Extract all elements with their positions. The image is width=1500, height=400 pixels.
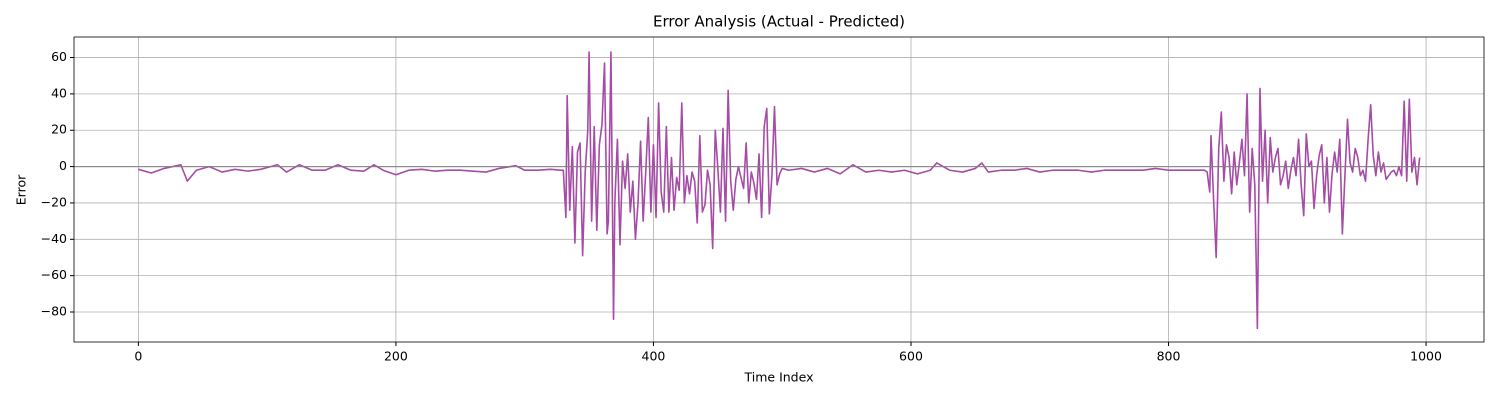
x-tick-label: 0 <box>134 349 142 364</box>
x-axis-label: Time Index <box>744 370 814 385</box>
error-line <box>138 51 1421 330</box>
y-tick-label: 0 <box>59 158 67 173</box>
y-tick-label: −80 <box>41 304 67 319</box>
x-tick-label: 200 <box>384 349 408 364</box>
y-tick-label: 60 <box>51 49 67 64</box>
y-tick-label: 40 <box>51 85 67 100</box>
y-tick-label: −60 <box>41 267 67 282</box>
y-tick-label: −40 <box>41 231 67 246</box>
x-tick-label: 600 <box>899 349 923 364</box>
y-axis-label: Error <box>14 174 29 205</box>
x-tick-label: 400 <box>642 349 666 364</box>
chart-title: Error Analysis (Actual - Predicted) <box>653 13 905 31</box>
plot-frame <box>73 36 1485 343</box>
y-tick-label: −20 <box>41 194 67 209</box>
y-tick-label: 20 <box>51 122 67 137</box>
x-tick-label: 800 <box>1157 349 1181 364</box>
x-tick-label: 1000 <box>1410 349 1442 364</box>
